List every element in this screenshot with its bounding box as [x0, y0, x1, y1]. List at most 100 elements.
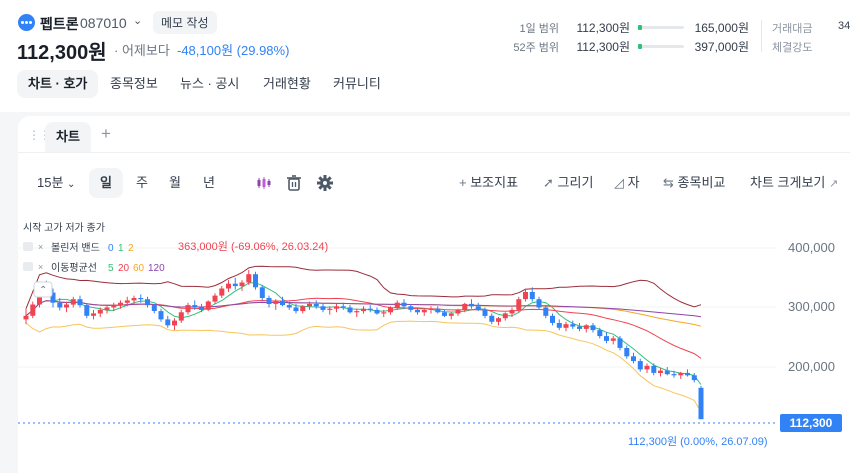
candle	[50, 288, 56, 308]
settings-gear-icon[interactable]	[314, 172, 336, 194]
candle	[482, 307, 488, 319]
candle	[354, 308, 360, 318]
candle	[151, 303, 157, 314]
year-range-label: 52주 범위	[513, 42, 559, 54]
candle-body	[563, 324, 569, 328]
candle-body	[469, 303, 474, 307]
candle	[266, 295, 272, 308]
candle-body	[205, 301, 211, 310]
candle	[408, 303, 414, 313]
candle	[678, 371, 684, 379]
candle-body	[84, 305, 90, 316]
candle-body	[158, 311, 164, 320]
eye-icon[interactable]	[23, 242, 33, 251]
candle-body	[178, 312, 184, 321]
candle-body	[536, 299, 542, 308]
period-day[interactable]: 일	[89, 168, 123, 198]
legend-collapse-button[interactable]: ⌃	[33, 281, 53, 298]
candle-style-icon[interactable]	[252, 172, 274, 194]
close-icon[interactable]: ×	[38, 242, 43, 252]
candle	[232, 277, 238, 290]
candle-body	[57, 302, 63, 308]
tab-chart-orderbook[interactable]: 차트 · 호가	[17, 70, 99, 98]
fullscreen-button[interactable]: 차트 크게보기 ↗	[750, 168, 838, 198]
add-tab-button[interactable]: +	[101, 124, 111, 143]
eye-icon[interactable]	[23, 262, 33, 271]
candle	[158, 308, 164, 322]
day-range-bar	[638, 25, 684, 30]
candle-body	[624, 348, 630, 357]
candles	[23, 270, 704, 420]
candle	[111, 302, 117, 312]
stock-name[interactable]: 펩트론	[40, 16, 79, 32]
candle-body	[347, 307, 353, 313]
period-year[interactable]: 년	[203, 175, 215, 190]
candle	[631, 352, 636, 364]
candle-body	[556, 323, 562, 328]
close-icon[interactable]: ×	[38, 262, 43, 272]
candle	[327, 306, 333, 315]
candle-body	[111, 305, 117, 308]
candle	[529, 287, 535, 302]
candle	[421, 308, 427, 316]
price-chart[interactable]: 시작 고가 저가 종가 × 볼린저 밴드 0 1 2 × 이동평균선 5 20 …	[18, 212, 850, 473]
interval-select[interactable]: 15분 ⌄	[37, 168, 75, 198]
tab-trading-status[interactable]: 거래현황	[263, 76, 311, 91]
tab-stock-info[interactable]: 종목정보	[110, 76, 158, 91]
bollinger-param-0: 0	[108, 243, 114, 254]
candle	[280, 296, 285, 307]
candle	[347, 305, 353, 314]
candle	[523, 288, 528, 302]
candle-body	[685, 372, 690, 376]
draw-label: 그리기	[557, 175, 594, 190]
candle-body	[590, 325, 596, 331]
candle-body	[509, 309, 515, 314]
trash-icon[interactable]	[283, 172, 305, 194]
candle	[475, 302, 481, 312]
tab-community[interactable]: 커뮤니티	[333, 76, 381, 91]
day-range-low: 112,300원	[576, 21, 630, 35]
candle	[172, 318, 177, 331]
compare-button[interactable]: ⇆ 종목비교	[663, 168, 725, 198]
legend-bollinger: × 볼린저 밴드 0 1 2	[23, 242, 134, 254]
tab-chart[interactable]: 차트	[45, 122, 91, 152]
candle	[313, 300, 319, 309]
candle-body	[151, 305, 157, 311]
stock-code: 087010	[80, 15, 127, 31]
candle	[469, 299, 474, 309]
candle-body	[597, 330, 603, 337]
draw-button[interactable]: ➚ 그리기	[543, 168, 593, 198]
candle-body	[394, 302, 400, 308]
candle	[307, 301, 312, 310]
period-month[interactable]: 월	[169, 175, 181, 190]
chevron-down-icon[interactable]: ⌄	[133, 15, 143, 27]
candle	[550, 313, 555, 326]
period-week[interactable]: 주	[136, 175, 148, 190]
candle-body	[529, 292, 535, 300]
candle-body	[374, 309, 380, 314]
y-tick-400000: 400,000	[788, 240, 835, 255]
candle	[246, 270, 252, 285]
candle-body	[313, 303, 319, 307]
candle	[334, 303, 339, 313]
indicator-button[interactable]: + 보조지표	[459, 168, 518, 198]
memo-button[interactable]: 메모 작성	[153, 11, 217, 34]
candle	[448, 312, 454, 320]
candle-body	[138, 298, 144, 300]
candle	[64, 301, 69, 313]
ruler-button[interactable]: ◿ 자	[614, 168, 640, 198]
candle-body	[367, 308, 373, 310]
candle-body	[577, 326, 582, 329]
tab-news-disclosure[interactable]: 뉴스 · 공시	[180, 76, 240, 91]
ruler-icon: ◿	[614, 175, 624, 190]
candle-body	[637, 361, 643, 370]
compare-arrows-icon: ⇆	[663, 175, 674, 190]
candle-body	[401, 302, 407, 307]
strength-label: 체결강도	[772, 42, 813, 54]
candle-body	[462, 303, 468, 310]
chevron-down-icon: ⌄	[67, 179, 76, 190]
candle	[205, 300, 211, 312]
year-range-low: 112,300원	[576, 40, 630, 54]
candle-body	[671, 374, 677, 376]
candle-body	[300, 306, 306, 312]
